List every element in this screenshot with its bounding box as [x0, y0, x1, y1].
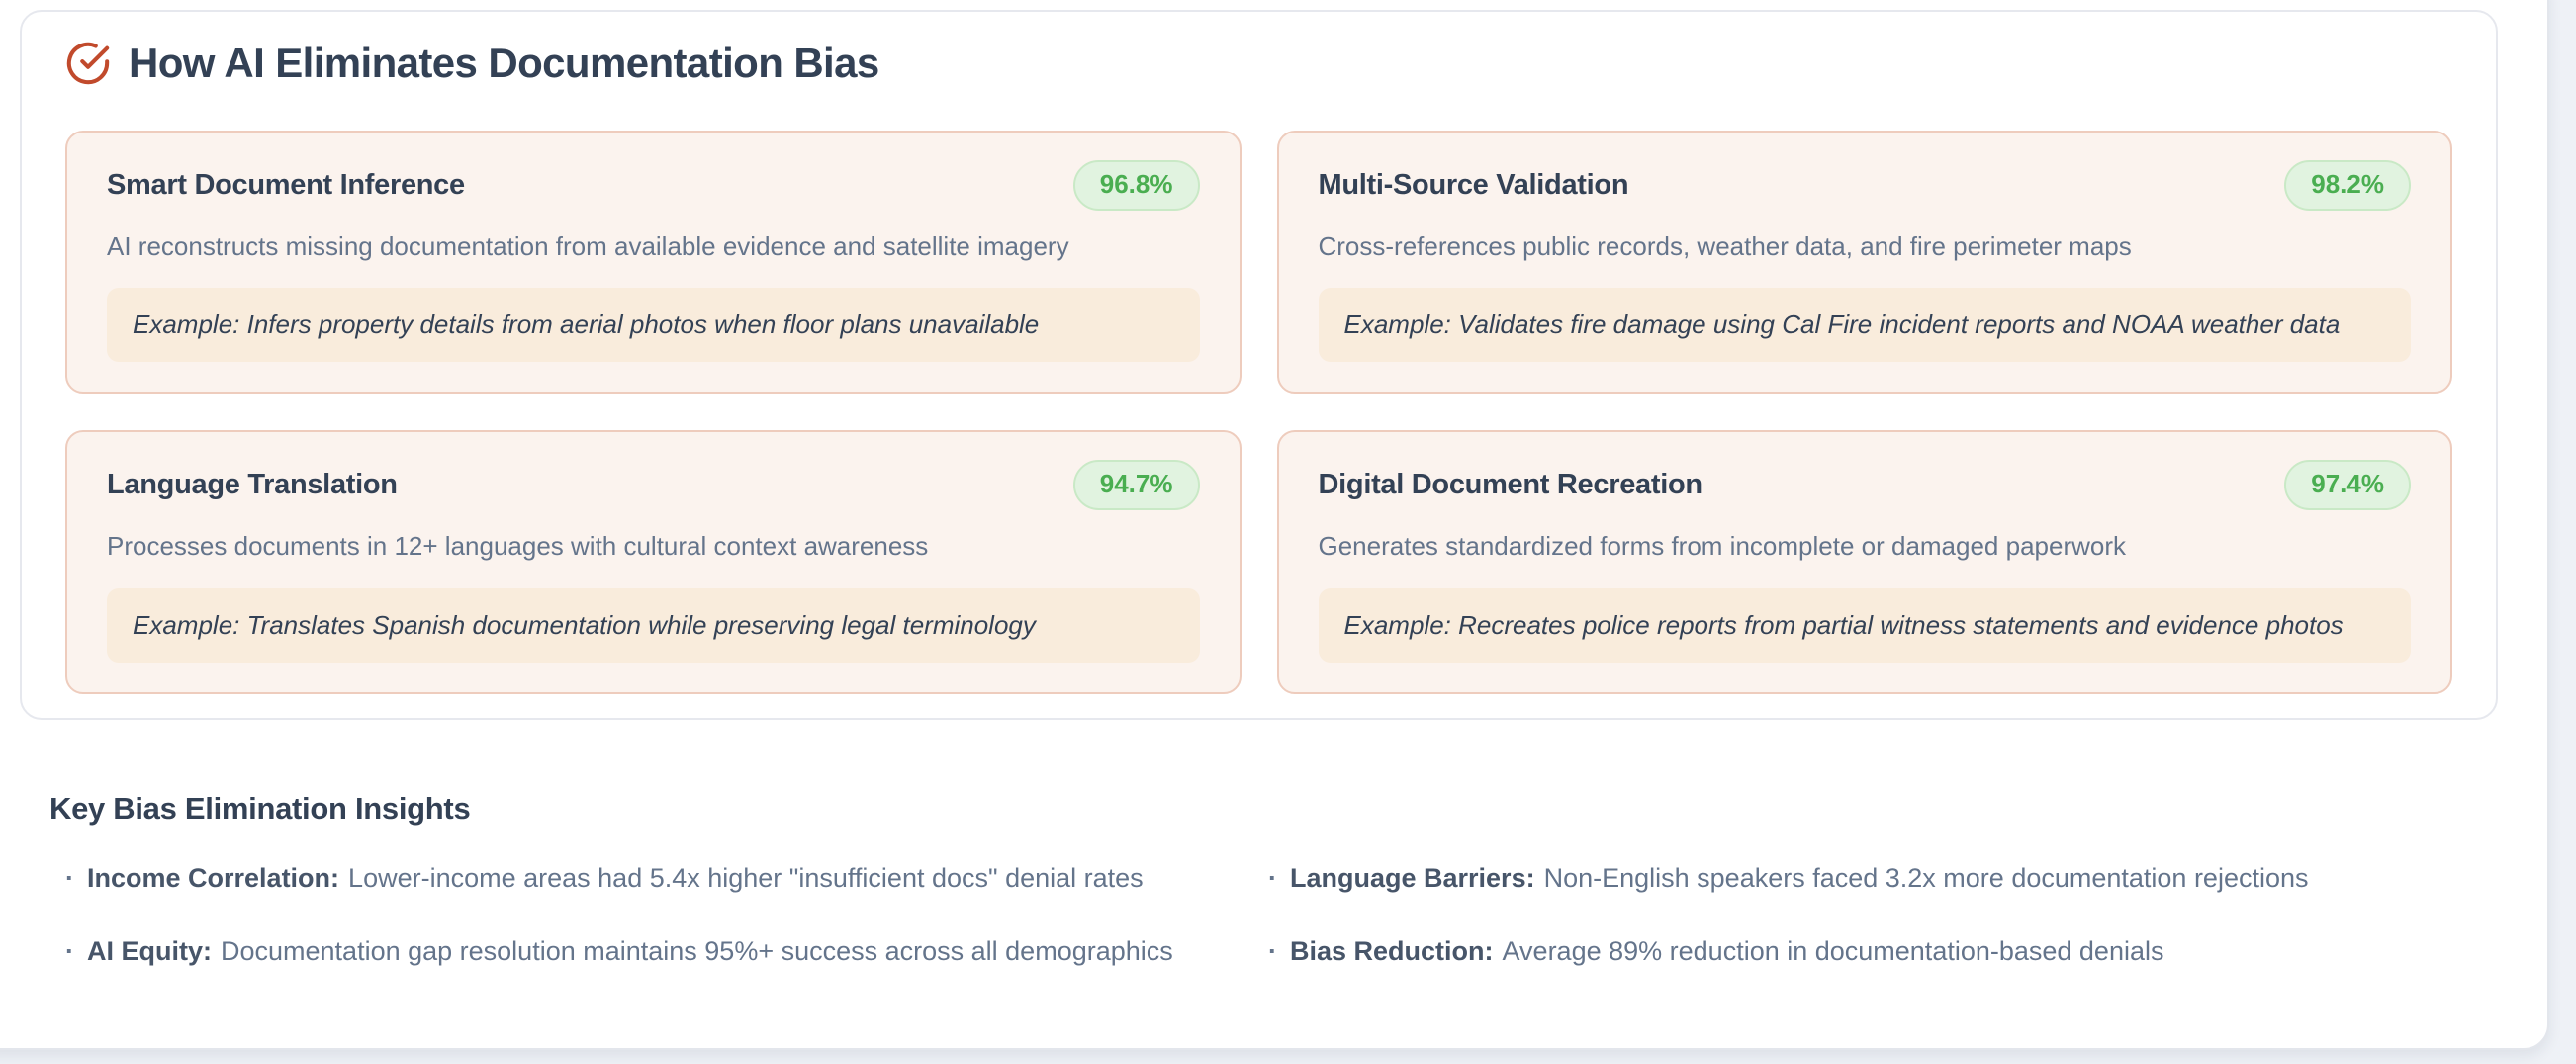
- capability-example: Example: Translates Spanish documentatio…: [107, 587, 1200, 663]
- accuracy-badge: 98.2%: [2284, 160, 2411, 211]
- capability-description: Processes documents in 12+ languages wit…: [107, 531, 929, 562]
- insight-income-correlation: Income Correlation: Lower-income areas ha…: [65, 862, 1268, 896]
- capability-title: Language Translation: [107, 469, 398, 501]
- insight-label: Bias Reduction:: [1290, 935, 1494, 966]
- insight-bias-reduction: Bias Reduction: Average 89% reduction in …: [1268, 935, 2503, 969]
- capability-card-multi-source-validation: Multi-Source Validation 98.2% Cross-refe…: [1276, 131, 2452, 395]
- insight-label: Language Barriers:: [1290, 863, 1535, 893]
- insight-label: AI Equity:: [87, 935, 212, 966]
- capability-card-header: Multi-Source Validation 98.2%: [1318, 160, 2411, 211]
- capability-card-header: Digital Document Recreation 97.4%: [1318, 460, 2411, 511]
- insight-text: Documentation gap resolution maintains 9…: [221, 935, 1173, 966]
- capability-card-header: Language Translation 94.7%: [107, 460, 1200, 511]
- accuracy-badge: 96.8%: [1072, 160, 1200, 211]
- insight-text: Average 89% reduction in documentation-b…: [1502, 935, 2164, 966]
- capability-title: Smart Document Inference: [107, 168, 465, 201]
- capability-example: Example: Validates fire damage using Cal…: [1318, 288, 2411, 363]
- capability-description: Generates standardized forms from incomp…: [1318, 531, 2127, 562]
- capability-cards-grid: Smart Document Inference 96.8% AI recons…: [65, 131, 2452, 694]
- insight-text: Non-English speakers faced 3.2x more doc…: [1543, 863, 2309, 893]
- capability-card-header: Smart Document Inference 96.8%: [107, 160, 1200, 211]
- capability-title: Digital Document Recreation: [1318, 469, 1703, 501]
- capability-description: Cross-references public records, weather…: [1318, 230, 2132, 261]
- section-title: How AI Eliminates Documentation Bias: [129, 40, 879, 86]
- accuracy-badge: 97.4%: [2284, 460, 2411, 511]
- insight-language-barriers: Language Barriers: Non-English speakers f…: [1268, 862, 2503, 896]
- insight-ai-equity: AI Equity: Documentation gap resolution m…: [65, 935, 1268, 969]
- accuracy-badge: 94.7%: [1072, 460, 1200, 511]
- ai-documentation-bias-section: How AI Eliminates Documentation Bias Sma…: [20, 10, 2498, 720]
- capability-card-digital-document-recreation: Digital Document Recreation 97.4% Genera…: [1276, 430, 2452, 694]
- key-insights-section: Key Bias Elimination Insights Income Cor…: [49, 791, 2503, 969]
- check-circle-icon: [66, 42, 110, 85]
- section-header: How AI Eliminates Documentation Bias: [65, 40, 2452, 87]
- capability-example: Example: Infers property details from ae…: [107, 288, 1200, 363]
- insight-text: Lower-income areas had 5.4x higher "insu…: [348, 863, 1144, 893]
- capability-card-language-translation: Language Translation 94.7% Processes doc…: [65, 430, 1242, 694]
- capability-card-smart-document-inference: Smart Document Inference 96.8% AI recons…: [65, 131, 1242, 395]
- insights-heading: Key Bias Elimination Insights: [49, 791, 471, 826]
- capability-title: Multi-Source Validation: [1318, 168, 1629, 201]
- insights-grid: Income Correlation: Lower-income areas ha…: [49, 862, 2503, 969]
- insight-label: Income Correlation:: [87, 863, 340, 893]
- capability-example: Example: Recreates police reports from p…: [1318, 587, 2411, 663]
- capability-description: AI reconstructs missing documentation fr…: [107, 230, 1069, 261]
